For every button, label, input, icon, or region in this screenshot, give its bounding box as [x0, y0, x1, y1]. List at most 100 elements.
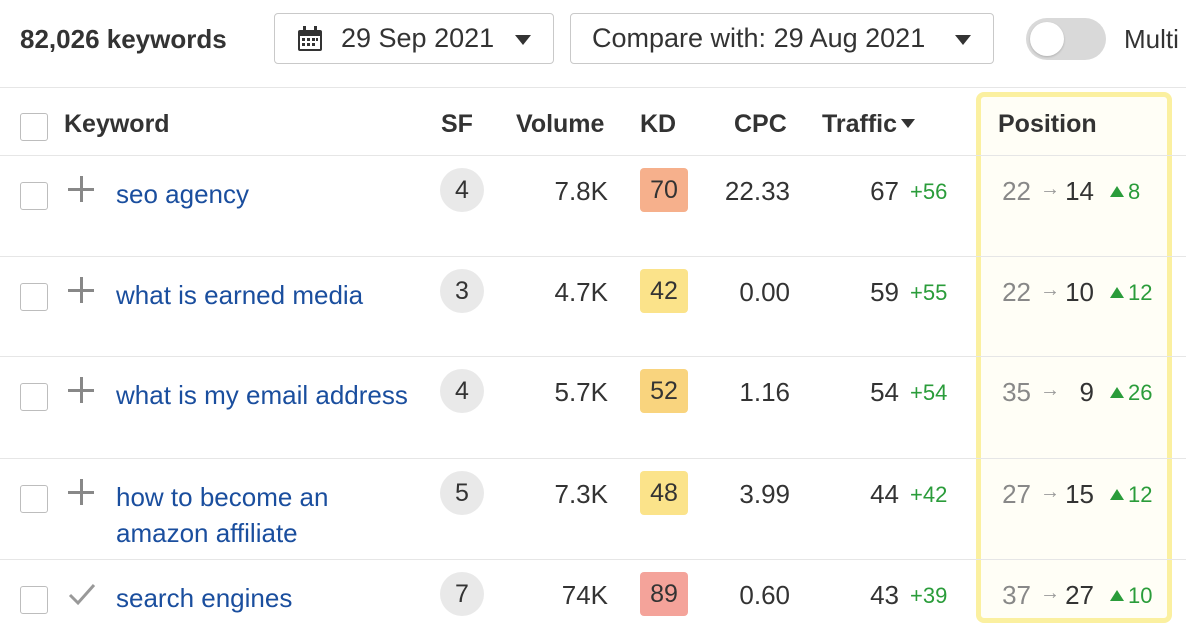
keyword-link[interactable]: search engines: [116, 583, 293, 613]
kd-badge: 52: [640, 369, 688, 413]
table-row: what is earned media 3 4.7K 42 0.00 59 +…: [0, 257, 1186, 357]
kd-badge: 42: [640, 269, 688, 313]
kd-badge: 70: [640, 168, 688, 212]
traffic-delta: +39: [910, 583, 948, 608]
position-delta: 12: [1110, 482, 1152, 508]
position-column-highlight: [976, 92, 1172, 623]
kd-badge: 89: [640, 572, 688, 616]
serp-features-badge[interactable]: 4: [440, 369, 484, 413]
volume-value: 74K: [561, 580, 608, 610]
position-delta-value: 12: [1128, 482, 1153, 507]
row-checkbox[interactable]: [20, 485, 48, 513]
row-checkbox[interactable]: [20, 283, 48, 311]
select-all-checkbox[interactable]: [20, 113, 48, 141]
table-row: seo agency 4 7.8K 70 22.33 67 +56 22 → 1…: [0, 156, 1186, 257]
add-keyword-icon[interactable]: [68, 277, 94, 303]
table-row: search engines 7 74K 89 0.60 43 +39 37 →…: [0, 560, 1186, 643]
chevron-down-icon: [515, 35, 531, 45]
column-header-sf[interactable]: SF: [441, 110, 473, 138]
position-current[interactable]: 10: [1065, 277, 1094, 307]
volume-value: 7.8K: [554, 176, 609, 206]
position-previous: 37: [1002, 580, 1031, 610]
column-header-keyword[interactable]: Keyword: [64, 110, 170, 138]
traffic-value: 44: [870, 479, 899, 509]
traffic-header-label: Traffic: [822, 110, 898, 138]
cpc-value: 0.60: [739, 580, 790, 610]
arrow-up-icon: [1110, 287, 1124, 298]
position-delta-value: 26: [1128, 380, 1153, 405]
arrow-up-icon: [1110, 489, 1124, 500]
position-delta-value: 10: [1128, 583, 1153, 608]
traffic-value: 67: [870, 176, 899, 206]
cpc-value: 0.00: [739, 277, 790, 307]
arrow-right-icon: →: [1040, 582, 1060, 604]
position-current[interactable]: 27: [1065, 580, 1094, 610]
cpc-value: 1.16: [739, 377, 790, 407]
compare-label: Compare with: 29 Aug 2021: [592, 23, 926, 53]
date-label: 29 Sep 2021: [341, 23, 495, 53]
position-current[interactable]: 9: [1079, 377, 1094, 407]
date-dropdown[interactable]: 29 Sep 2021: [274, 13, 554, 64]
table-row: what is my email address 4 5.7K 52 1.16 …: [0, 357, 1186, 459]
volume-value: 5.7K: [554, 377, 609, 407]
arrow-right-icon: →: [1040, 481, 1060, 503]
position-previous: 35: [1002, 377, 1031, 407]
arrow-up-icon: [1110, 590, 1124, 601]
serp-features-badge[interactable]: 5: [440, 471, 484, 515]
position-delta: 26: [1110, 380, 1152, 406]
table-header: Keyword SF Volume KD CPC Traffic Positio…: [0, 88, 1186, 156]
arrow-right-icon: →: [1040, 178, 1060, 200]
traffic-value: 54: [870, 377, 899, 407]
position-delta-value: 12: [1128, 280, 1153, 305]
position-delta: 10: [1110, 583, 1152, 609]
arrow-up-icon: [1110, 186, 1124, 197]
arrow-up-icon: [1110, 387, 1124, 398]
multi-toggle-label: Multi: [1124, 24, 1179, 54]
column-header-traffic[interactable]: Traffic: [822, 110, 916, 139]
add-keyword-icon[interactable]: [68, 479, 94, 505]
add-keyword-icon[interactable]: [68, 176, 94, 202]
position-previous: 22: [1002, 176, 1031, 206]
position-current[interactable]: 15: [1065, 479, 1094, 509]
traffic-value: 59: [870, 277, 899, 307]
table-row: how to become an amazon affiliate 5 7.3K…: [0, 459, 1186, 560]
sort-desc-icon: [901, 119, 916, 128]
serp-features-badge[interactable]: 4: [440, 168, 484, 212]
keyword-link[interactable]: what is my email address: [116, 380, 408, 410]
column-header-volume[interactable]: Volume: [516, 110, 605, 138]
row-checkbox[interactable]: [20, 586, 48, 614]
add-keyword-icon[interactable]: [68, 377, 94, 403]
position-delta-value: 8: [1128, 179, 1141, 204]
serp-features-badge[interactable]: 3: [440, 269, 484, 313]
multi-toggle[interactable]: [1026, 18, 1106, 60]
arrow-right-icon: →: [1040, 279, 1060, 301]
row-checkbox[interactable]: [20, 182, 48, 210]
kd-badge: 48: [640, 471, 688, 515]
cpc-value: 22.33: [724, 176, 790, 206]
toggle-knob: [1030, 22, 1064, 56]
cpc-value: 3.99: [739, 479, 790, 509]
column-header-cpc[interactable]: CPC: [734, 110, 787, 138]
position-previous: 22: [1002, 277, 1031, 307]
toolbar: 82,026 keywords 29 Sep 2021 Compare with…: [0, 0, 1186, 88]
traffic-value: 43: [870, 580, 899, 610]
keyword-link[interactable]: seo agency: [116, 179, 249, 209]
traffic-delta: +42: [910, 482, 948, 507]
column-header-position[interactable]: Position: [998, 110, 1097, 138]
position-previous: 27: [1002, 479, 1031, 509]
compare-dropdown[interactable]: Compare with: 29 Aug 2021: [570, 13, 994, 64]
position-delta: 12: [1110, 280, 1152, 306]
arrow-right-icon: →: [1040, 379, 1060, 401]
volume-value: 4.7K: [554, 277, 609, 307]
keyword-count: 82,026 keywords: [20, 24, 227, 54]
column-header-kd[interactable]: KD: [640, 110, 677, 138]
position-current[interactable]: 14: [1065, 176, 1094, 206]
traffic-delta: +54: [910, 380, 948, 405]
keyword-link[interactable]: how to become an amazon affiliate: [116, 482, 329, 548]
traffic-delta: +55: [910, 280, 948, 305]
checkmark-icon: [68, 584, 96, 606]
keyword-link[interactable]: what is earned media: [116, 280, 364, 310]
serp-features-badge[interactable]: 7: [440, 572, 484, 616]
calendar-icon: [298, 25, 322, 51]
row-checkbox[interactable]: [20, 383, 48, 411]
